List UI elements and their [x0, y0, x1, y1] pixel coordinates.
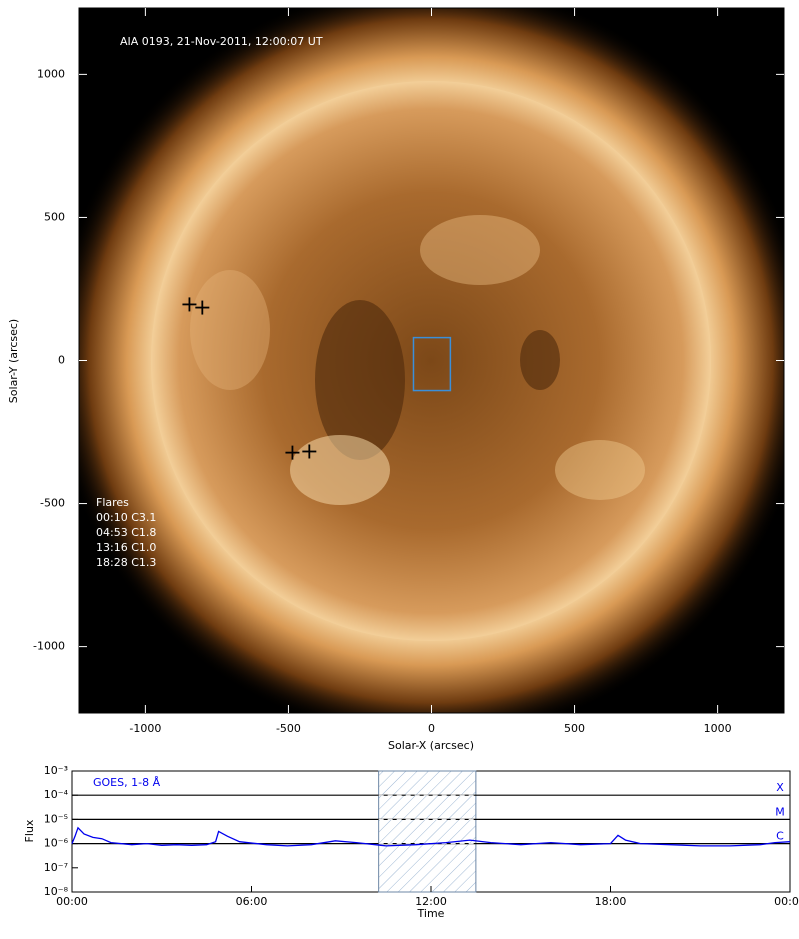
coronal-hole [315, 300, 405, 460]
y-tick-label: -1000 [33, 640, 65, 653]
flare-entry: 04:53 C1.8 [96, 526, 156, 539]
x-tick-label: 00:00 [56, 895, 88, 908]
x-tick-label: 0 [428, 722, 435, 735]
region-box [412, 336, 452, 392]
y-tick-label: -500 [40, 497, 65, 510]
class-label: M [775, 805, 785, 818]
y-tick-label: 10⁻⁴ [44, 788, 69, 801]
x-tick-label: 500 [564, 722, 585, 735]
x-tick-label: -500 [276, 722, 301, 735]
flux-line [71, 826, 791, 847]
y-tick-label: 0 [58, 354, 65, 367]
class-label: X [776, 781, 784, 794]
y-tick-label: 500 [44, 210, 65, 223]
x-tick-label: 1000 [704, 722, 732, 735]
x-tick-label: 06:00 [236, 895, 268, 908]
x-tick-label: 12:00 [415, 895, 447, 908]
y-axis-label: Solar-Y (arcsec) [7, 319, 20, 403]
flare-marker [302, 444, 317, 459]
y-tick-label: 10⁻⁶ [44, 837, 69, 850]
flare-entry: 18:28 C1.3 [96, 556, 156, 569]
x-axis-label: Solar-X (arcsec) [388, 739, 474, 752]
flare-marker [195, 300, 210, 315]
y-tick-label: 10⁻³ [44, 764, 68, 777]
y-tick-label: 10⁻⁸ [44, 885, 69, 898]
legend-entry: GOES, 1-8 Å [93, 776, 161, 789]
x-tick-label: -1000 [129, 722, 161, 735]
active-region [290, 435, 390, 505]
sun-image [79, 8, 784, 713]
flare-entry: 13:16 C1.0 [96, 541, 156, 554]
y-tick-label: 1000 [37, 67, 65, 80]
active-region [420, 215, 540, 285]
y-tick-label: 10⁻⁷ [44, 861, 68, 874]
y-axis-label: Flux [23, 819, 36, 842]
x-tick-label: 00:00 [774, 895, 799, 908]
y-tick-label: 10⁻⁵ [44, 812, 68, 825]
flare-marker [285, 445, 300, 460]
class-label: C [776, 830, 784, 843]
flares-title: Flares [96, 496, 129, 509]
highlight-window [378, 770, 477, 893]
active-region [190, 270, 270, 390]
x-tick-label: 18:00 [595, 895, 627, 908]
active-region [555, 440, 645, 500]
dark-region [520, 330, 560, 390]
x-axis-label: Time [417, 907, 445, 920]
flare-marker [182, 297, 197, 312]
image-title: AIA 0193, 21-Nov-2011, 12:00:07 UT [120, 35, 323, 48]
flare-entry: 00:10 C3.1 [96, 511, 156, 524]
solar-disk [151, 81, 711, 641]
